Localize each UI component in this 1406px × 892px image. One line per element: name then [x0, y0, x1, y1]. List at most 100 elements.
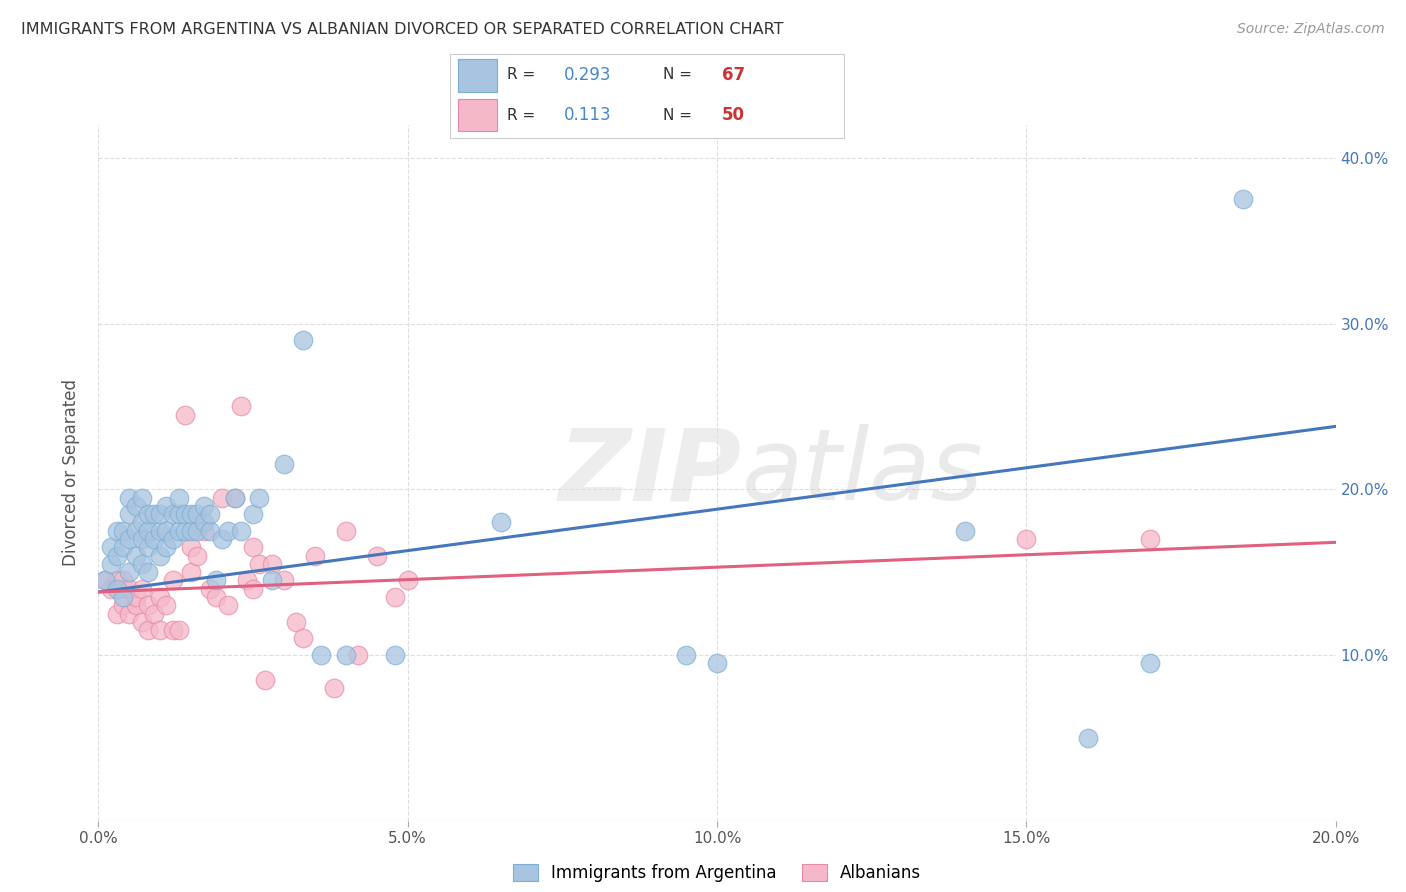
Point: [149, 590, 172, 604]
Point: [124, 599, 146, 613]
Point: [309, 648, 332, 662]
Point: [193, 516, 215, 530]
Point: [155, 541, 177, 555]
Point: [489, 516, 512, 530]
Point: [149, 549, 172, 563]
Point: [396, 574, 419, 588]
Point: [118, 507, 141, 521]
Point: [211, 491, 233, 505]
Point: [162, 532, 184, 546]
Bar: [458, 99, 498, 131]
Point: [162, 507, 184, 521]
Point: [167, 491, 190, 505]
Point: [247, 557, 270, 571]
Point: [143, 507, 166, 521]
Point: [260, 574, 283, 588]
Point: [105, 549, 128, 563]
Point: [229, 524, 252, 538]
Point: [193, 524, 215, 538]
Point: [260, 557, 283, 571]
Point: [155, 524, 177, 538]
Point: [136, 623, 159, 637]
Point: [136, 565, 159, 579]
Point: [143, 607, 166, 621]
Text: 50: 50: [721, 106, 745, 124]
Point: [236, 574, 259, 588]
Point: [100, 582, 122, 596]
Point: [131, 582, 153, 596]
Point: [112, 599, 135, 613]
Point: [1139, 532, 1161, 546]
Point: [1015, 532, 1038, 546]
Text: R =: R =: [508, 108, 540, 123]
Point: [217, 524, 239, 538]
Point: [105, 524, 128, 538]
Point: [1077, 731, 1099, 745]
Point: [366, 549, 388, 563]
Point: [186, 507, 208, 521]
Point: [136, 599, 159, 613]
Point: [112, 541, 135, 555]
Point: [124, 524, 146, 538]
Point: [118, 532, 141, 546]
Y-axis label: Divorced or Separated: Divorced or Separated: [62, 379, 80, 566]
Point: [149, 623, 172, 637]
Point: [229, 400, 252, 414]
Text: atlas: atlas: [742, 425, 983, 521]
Point: [131, 615, 153, 629]
Point: [198, 524, 221, 538]
Text: IMMIGRANTS FROM ARGENTINA VS ALBANIAN DIVORCED OR SEPARATED CORRELATION CHART: IMMIGRANTS FROM ARGENTINA VS ALBANIAN DI…: [21, 22, 783, 37]
Point: [149, 507, 172, 521]
Point: [124, 499, 146, 513]
Point: [149, 524, 172, 538]
Point: [205, 590, 228, 604]
Point: [1232, 193, 1254, 207]
Point: [105, 574, 128, 588]
Point: [706, 657, 728, 671]
Text: R =: R =: [508, 67, 540, 82]
Point: [291, 333, 314, 347]
Point: [112, 524, 135, 538]
Point: [180, 507, 202, 521]
Point: [273, 458, 295, 472]
Point: [131, 557, 153, 571]
Point: [335, 648, 357, 662]
Point: [112, 574, 135, 588]
Point: [384, 648, 406, 662]
Text: 0.113: 0.113: [564, 106, 612, 124]
Text: N =: N =: [662, 67, 696, 82]
Point: [193, 499, 215, 513]
Bar: [458, 60, 498, 92]
Point: [224, 491, 246, 505]
Point: [136, 541, 159, 555]
Point: [1139, 657, 1161, 671]
Point: [186, 549, 208, 563]
Point: [180, 524, 202, 538]
Point: [242, 582, 264, 596]
Point: [347, 648, 370, 662]
Point: [93, 574, 115, 588]
Point: [131, 516, 153, 530]
Text: Source: ZipAtlas.com: Source: ZipAtlas.com: [1237, 22, 1385, 37]
Text: ZIP: ZIP: [558, 425, 742, 521]
Point: [675, 648, 697, 662]
Text: 0.293: 0.293: [564, 66, 612, 84]
Point: [131, 532, 153, 546]
Point: [224, 491, 246, 505]
Point: [93, 574, 115, 588]
Point: [180, 541, 202, 555]
Point: [100, 541, 122, 555]
Text: N =: N =: [662, 108, 696, 123]
Point: [112, 590, 135, 604]
Point: [174, 507, 197, 521]
Legend: Immigrants from Argentina, Albanians: Immigrants from Argentina, Albanians: [506, 857, 928, 888]
Point: [304, 549, 326, 563]
Point: [105, 607, 128, 621]
Text: 67: 67: [721, 66, 745, 84]
Point: [322, 681, 344, 695]
Point: [100, 557, 122, 571]
Point: [247, 491, 270, 505]
Point: [242, 507, 264, 521]
Point: [174, 408, 197, 422]
Point: [131, 491, 153, 505]
